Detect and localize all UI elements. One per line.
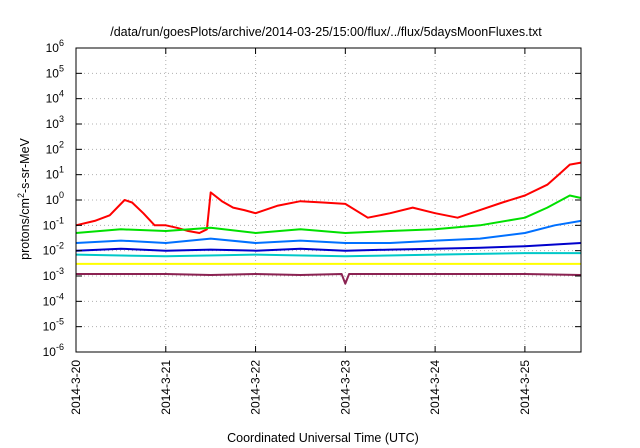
x-axis-label: Coordinated Universal Time (UTC) bbox=[227, 431, 419, 445]
y-tick-label: 103 bbox=[46, 114, 64, 131]
series-line-5 bbox=[75, 252, 581, 258]
series-line-3 bbox=[75, 219, 582, 244]
y-tick-label: 10-5 bbox=[43, 317, 64, 334]
series-group bbox=[75, 161, 582, 285]
y-tick-label-base: 10 bbox=[43, 218, 57, 232]
y-tick-label: 10-4 bbox=[43, 291, 64, 308]
x-tick-label: 2014-3-25 bbox=[518, 360, 532, 415]
y-tick-label-base: 10 bbox=[46, 168, 60, 182]
x-tick-labels: 2014-3-20 2014-3-21 2014-3-22 2014-3-23 2014… bbox=[69, 360, 532, 415]
y-tick-label-exp: 0 bbox=[59, 190, 64, 200]
y-tick-label-base: 10 bbox=[43, 345, 57, 359]
y-tick-label-base: 10 bbox=[46, 66, 60, 80]
x-tick-label: 2014-3-23 bbox=[338, 360, 352, 415]
y-tick-label-base: 10 bbox=[43, 294, 57, 308]
y-tick-label: 100 bbox=[46, 190, 64, 207]
y-tick-label-exp: 3 bbox=[59, 114, 64, 124]
series-line-1 bbox=[75, 161, 582, 234]
y-tick-label-base: 10 bbox=[43, 244, 57, 258]
y-tick-label-base: 10 bbox=[43, 269, 57, 283]
y-tick-label: 10-2 bbox=[43, 241, 64, 258]
y-tick-label-exp: -6 bbox=[56, 342, 64, 352]
y-axis-label-unit: -s-sr-MeV bbox=[18, 137, 32, 193]
x-tick-label: 2014-3-20 bbox=[69, 360, 83, 415]
y-tick-label-exp: -5 bbox=[56, 317, 64, 327]
tick-marks bbox=[75, 47, 581, 353]
y-tick-label-exp: 1 bbox=[59, 165, 64, 175]
grid bbox=[75, 48, 581, 352]
y-tick-label: 105 bbox=[46, 63, 64, 80]
y-tick-labels: 10-610-510-410-310-210-11001011021031041… bbox=[43, 38, 64, 359]
x-tick-label: 2014-3-22 bbox=[249, 360, 263, 415]
y-tick-label-exp: 5 bbox=[59, 63, 64, 73]
y-tick-label-base: 10 bbox=[46, 193, 60, 207]
y-tick-label: 104 bbox=[46, 89, 64, 106]
y-tick-label-base: 10 bbox=[46, 142, 60, 156]
series-line-7 bbox=[76, 273, 582, 285]
y-tick-label-base: 10 bbox=[46, 41, 60, 55]
y-tick-label: 10-3 bbox=[43, 266, 64, 283]
y-tick-label: 10-6 bbox=[43, 342, 64, 359]
y-tick-label: 102 bbox=[46, 139, 64, 156]
series-line-4 bbox=[75, 242, 582, 252]
y-tick-label-base: 10 bbox=[46, 117, 60, 131]
y-tick-label-exp: -2 bbox=[56, 241, 64, 251]
y-tick-label-base: 10 bbox=[43, 320, 57, 334]
y-axis-label-sup: 2 bbox=[16, 193, 26, 198]
y-tick-label-exp: 2 bbox=[59, 139, 64, 149]
chart-title: /data/run/goesPlots/archive/2014-03-25/1… bbox=[110, 25, 542, 39]
y-tick-label-exp: 6 bbox=[59, 38, 64, 48]
y-axis-label-main: protons/cm bbox=[18, 198, 32, 260]
y-tick-label: 106 bbox=[46, 38, 64, 55]
x-tick-label: 2014-3-21 bbox=[159, 360, 173, 415]
y-tick-label: 101 bbox=[46, 165, 64, 182]
y-tick-label-exp: -3 bbox=[56, 266, 64, 276]
x-tick-label: 2014-3-24 bbox=[428, 360, 442, 415]
y-tick-label-exp: -4 bbox=[56, 291, 64, 301]
y-tick-label-exp: 4 bbox=[59, 89, 64, 99]
y-tick-label: 10-1 bbox=[43, 215, 64, 232]
y-tick-label-exp: -1 bbox=[56, 215, 64, 225]
series-line-2 bbox=[75, 194, 582, 234]
y-tick-label-base: 10 bbox=[46, 92, 60, 106]
y-axis-label: protons/cm2-s-sr-MeV bbox=[16, 137, 32, 259]
